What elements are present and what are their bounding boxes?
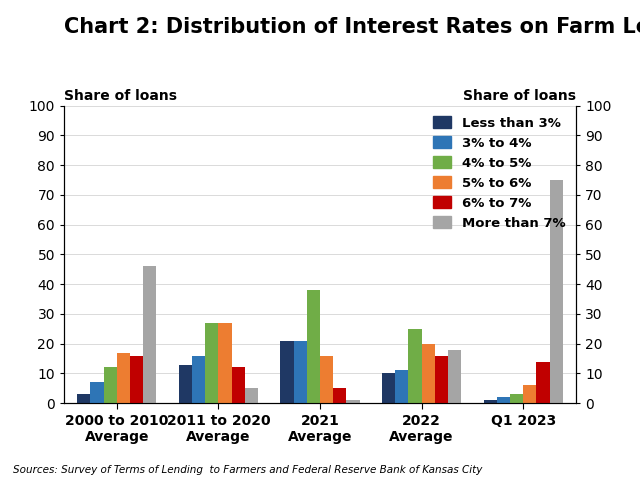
Text: Chart 2: Distribution of Interest Rates on Farm Loans: Chart 2: Distribution of Interest Rates … [64,17,640,37]
Bar [408,329,422,403]
Bar [179,364,192,403]
Bar [90,383,104,403]
Bar [448,349,461,403]
Bar [395,371,408,403]
Bar [232,368,245,403]
Bar [550,180,563,403]
Legend: Less than 3%, 3% to 4%, 4% to 5%, 5% to 6%, 6% to 7%, More than 7%: Less than 3%, 3% to 4%, 4% to 5%, 5% to … [429,112,570,234]
Text: Share of loans: Share of loans [463,89,576,103]
Bar [333,388,346,403]
Bar [143,266,156,403]
Bar [435,356,448,403]
Bar [382,373,395,403]
Bar [77,394,90,403]
Bar [117,353,130,403]
Bar [218,323,232,403]
Text: Sources: Survey of Terms of Lending  to Farmers and Federal Reserve Bank of Kans: Sources: Survey of Terms of Lending to F… [13,465,482,475]
Bar [536,361,550,403]
Bar [422,344,435,403]
Bar [294,341,307,403]
Text: Share of loans: Share of loans [64,89,177,103]
Bar [320,356,333,403]
Bar [307,290,320,403]
Bar [497,397,510,403]
Bar [280,341,294,403]
Bar [130,356,143,403]
Bar [192,356,205,403]
Bar [346,400,360,403]
Bar [104,368,117,403]
Bar [484,400,497,403]
Bar [205,323,218,403]
Bar [510,394,523,403]
Bar [523,385,536,403]
Bar [245,388,258,403]
